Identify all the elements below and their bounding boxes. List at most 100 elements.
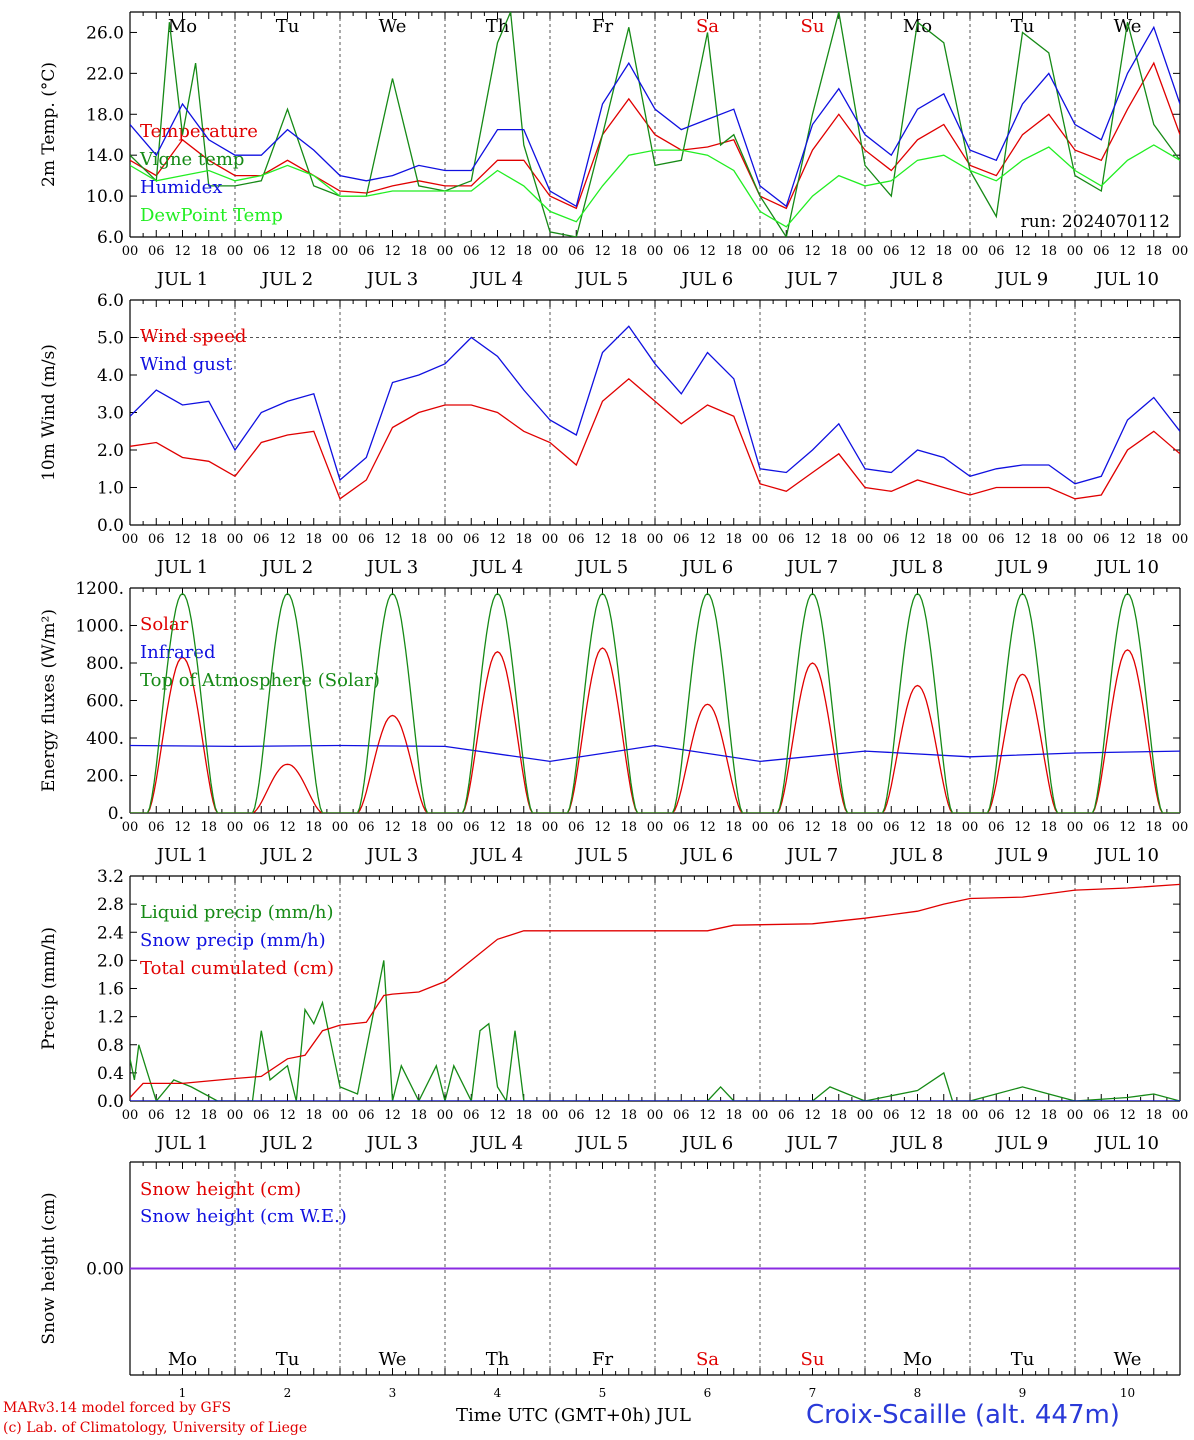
x-hour-label: 12 [174,1108,191,1123]
x-hour-label: 12 [1014,244,1031,259]
weekday-label: Fr [592,1349,613,1370]
x-hour-label: 06 [148,1108,165,1123]
x-hour-label: 06 [673,244,690,259]
x-hour-label: 06 [988,532,1005,547]
y-tick-label: 5.0 [97,329,124,349]
x-day-label: JUL 5 [575,557,629,578]
y-tick-label: 4.0 [97,366,124,386]
x-hour-label: 12 [279,820,296,835]
x-hour-label: 06 [358,244,375,259]
x-hour-label: 18 [1145,532,1162,547]
weekday-label: Th [486,1349,510,1370]
weekday-label: We [379,16,407,37]
y-tick-label: 800. [86,654,124,674]
x-hour-label: 06 [253,820,270,835]
x-hour-label: 18 [1040,532,1057,547]
x-hour-label: 06 [253,532,270,547]
y-tick-label: 1200. [75,579,124,599]
lab-credit: (c) Lab. of Climatology, University of L… [3,1420,308,1436]
x-hour-label: 18 [200,1108,217,1123]
y-tick-label: 0.00 [86,1260,124,1280]
series-line-temperature [130,61,1180,210]
x-hour-label: 00 [1067,532,1084,547]
x-hour-label: 00 [122,1108,139,1123]
x-hour-label: 12 [699,1108,716,1123]
x-hour-label: 18 [725,244,742,259]
weekday-label: Sa [696,16,719,37]
x-day-label: JUL 9 [995,269,1049,290]
x-hour-label: 06 [148,532,165,547]
series-line-top-of-atmosphere-solar- [130,592,1180,813]
x-hour-label: 06 [673,532,690,547]
y-tick-label: 0.8 [97,1036,124,1056]
legend-label: Humidex [140,177,222,198]
y-tick-label: 1.0 [97,479,124,499]
x-hour-label: 06 [463,532,480,547]
x-hour-label: 00 [962,244,979,259]
x-hour-label: 18 [830,1108,847,1123]
x-hour-label: 12 [804,820,821,835]
x-hour-label: 18 [620,1108,637,1123]
x-hour-label: 18 [935,1108,952,1123]
x-hour-label: 12 [489,244,506,259]
x-hour-label: 00 [332,244,349,259]
x-hour-label: 06 [988,820,1005,835]
x-hour-label: 12 [384,532,401,547]
x-hour-label: 06 [883,1108,900,1123]
series-line-solar [130,647,1180,813]
x-hour-label: 06 [1093,820,1110,835]
x-hour-label: 06 [1093,532,1110,547]
day-number-label: 10 [1120,1386,1135,1400]
series-line-dewpoint-temp [130,144,1180,228]
x-hour-label: 18 [935,532,952,547]
legend-label: Top of Atmosphere (Solar) [140,670,380,691]
y-axis-title: Energy fluxes (W/m²) [39,609,59,792]
y-tick-label: 0. [108,804,124,824]
y-tick-label: 22.0 [86,64,124,84]
day-number-label: 8 [914,1386,922,1400]
legend-label: Solar [140,614,189,635]
x-day-label: JUL 9 [995,845,1049,866]
x-day-label: JUL 6 [680,845,734,866]
weekday-label: Tu [1011,16,1035,37]
day-number-label: 9 [1019,1386,1027,1400]
x-hour-label: 18 [200,820,217,835]
x-hour-label: 06 [988,1108,1005,1123]
series-line-humidex [130,25,1180,208]
x-hour-label: 12 [594,820,611,835]
weekday-label: Mo [168,1349,197,1370]
x-hour-label: 06 [988,244,1005,259]
x-hour-label: 12 [1119,1108,1136,1123]
x-hour-label: 18 [830,244,847,259]
x-hour-label: 18 [830,532,847,547]
legend-label: Infrared [140,642,215,663]
x-hour-label: 06 [778,532,795,547]
y-tick-label: 1.6 [97,980,124,1000]
x-hour-label: 12 [384,244,401,259]
x-hour-label: 12 [384,1108,401,1123]
series-line-wind-speed [130,377,1180,500]
x-day-label: JUL 10 [1094,845,1159,866]
y-tick-label: 6.0 [97,228,124,248]
y-tick-label: 400. [86,729,124,749]
x-day-label: JUL 7 [785,269,839,290]
x-hour-label: 12 [699,244,716,259]
x-hour-label: 12 [1119,820,1136,835]
x-hour-label: 06 [673,1108,690,1123]
x-hour-label: 18 [515,1108,532,1123]
y-tick-label: 14.0 [86,146,124,166]
x-hour-label: 12 [909,1108,926,1123]
x-hour-label: 06 [883,244,900,259]
x-hour-label: 18 [515,244,532,259]
x-hour-label: 00 [227,820,244,835]
x-day-label: JUL 8 [890,557,944,578]
x-hour-label: 00 [1172,1108,1189,1123]
legend-label: Total cumulated (cm) [140,958,334,979]
x-hour-label: 18 [725,1108,742,1123]
x-hour-label: 00 [962,820,979,835]
x-hour-label: 18 [1145,1108,1162,1123]
weekday-label: Tu [276,16,300,37]
x-hour-label: 00 [647,1108,664,1123]
x-hour-label: 00 [752,1108,769,1123]
y-tick-label: 6.0 [97,291,124,311]
